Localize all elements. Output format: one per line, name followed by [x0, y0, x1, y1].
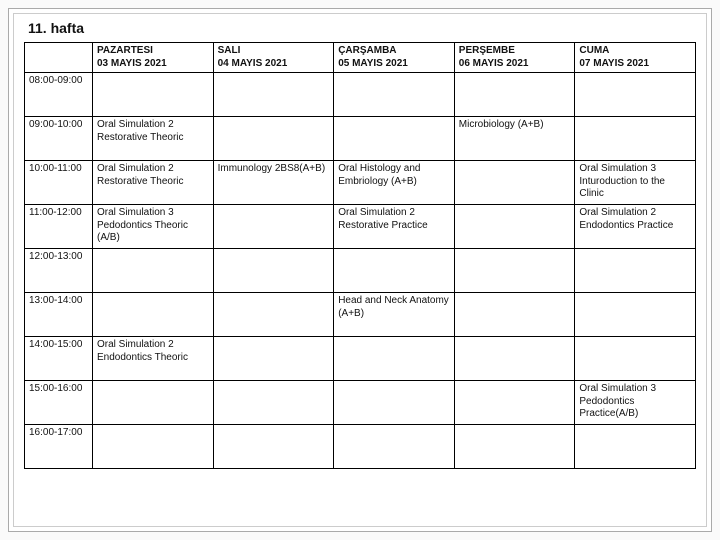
cell — [93, 425, 214, 469]
cell — [575, 293, 696, 337]
table-row: 09:00-10:00 Oral Simulation 2 Restorativ… — [25, 117, 696, 161]
cell — [334, 73, 455, 117]
day-label: SALI — [218, 45, 330, 58]
cell — [93, 381, 214, 425]
cell — [213, 73, 334, 117]
cell — [213, 381, 334, 425]
cell — [213, 249, 334, 293]
page-wrapper: 11. hafta PAZARTESI 03 MAYIS 2021 SALI — [0, 0, 720, 540]
cell — [93, 249, 214, 293]
table-row: 14:00-15:00 Oral Simulation 2 Endodontic… — [25, 337, 696, 381]
cell — [575, 425, 696, 469]
cell — [454, 337, 575, 381]
cell — [334, 381, 455, 425]
day-label: PAZARTESI — [97, 45, 209, 58]
day-label: ÇARŞAMBA — [338, 45, 450, 58]
cell: Oral Simulation 3 Inturoduction to the C… — [575, 161, 696, 205]
table-row: 10:00-11:00 Oral Simulation 2 Restorativ… — [25, 161, 696, 205]
time-cell: 10:00-11:00 — [25, 161, 93, 205]
cell: Oral Simulation 2 Endodontics Theoric — [93, 337, 214, 381]
day-date: 06 MAYIS 2021 — [459, 58, 571, 71]
time-cell: 13:00-14:00 — [25, 293, 93, 337]
cell — [213, 337, 334, 381]
cell — [213, 425, 334, 469]
cell — [334, 117, 455, 161]
time-cell: 11:00-12:00 — [25, 205, 93, 249]
cell: Oral Simulation 2 Restorative Theoric — [93, 161, 214, 205]
time-cell: 09:00-10:00 — [25, 117, 93, 161]
header-empty — [25, 43, 93, 73]
cell: Oral Simulation 2 Restorative Practice — [334, 205, 455, 249]
cell: Oral Histology and Embriology (A+B) — [334, 161, 455, 205]
day-date: 07 MAYIS 2021 — [579, 58, 691, 71]
day-label: CUMA — [579, 45, 691, 58]
cell — [454, 381, 575, 425]
frame-outer: 11. hafta PAZARTESI 03 MAYIS 2021 SALI — [8, 8, 712, 532]
cell — [575, 117, 696, 161]
day-date: 05 MAYIS 2021 — [338, 58, 450, 71]
day-header-wed: ÇARŞAMBA 05 MAYIS 2021 — [334, 43, 455, 73]
schedule-body: 08:00-09:00 09:00-10:00 Oral Simulation … — [25, 73, 696, 469]
cell — [575, 249, 696, 293]
time-cell: 14:00-15:00 — [25, 337, 93, 381]
header-row: PAZARTESI 03 MAYIS 2021 SALI 04 MAYIS 20… — [25, 43, 696, 73]
cell: Oral Simulation 3 Pedodontics Practice(A… — [575, 381, 696, 425]
time-cell: 15:00-16:00 — [25, 381, 93, 425]
cell — [334, 337, 455, 381]
cell — [454, 161, 575, 205]
cell — [334, 249, 455, 293]
time-cell: 12:00-13:00 — [25, 249, 93, 293]
cell: Oral Simulation 2 Restorative Theoric — [93, 117, 214, 161]
table-row: 16:00-17:00 — [25, 425, 696, 469]
cell — [93, 73, 214, 117]
table-row: 08:00-09:00 — [25, 73, 696, 117]
time-cell: 16:00-17:00 — [25, 425, 93, 469]
table-row: 15:00-16:00 Oral Simulation 3 Pedodontic… — [25, 381, 696, 425]
day-header-thu: PERŞEMBE 06 MAYIS 2021 — [454, 43, 575, 73]
cell — [93, 293, 214, 337]
cell — [213, 293, 334, 337]
day-date: 04 MAYIS 2021 — [218, 58, 330, 71]
time-cell: 08:00-09:00 — [25, 73, 93, 117]
day-header-tue: SALI 04 MAYIS 2021 — [213, 43, 334, 73]
cell — [454, 425, 575, 469]
cell: Immunology 2BS8(A+B) — [213, 161, 334, 205]
cell — [454, 205, 575, 249]
cell — [213, 205, 334, 249]
cell — [213, 117, 334, 161]
cell — [454, 293, 575, 337]
day-header-mon: PAZARTESI 03 MAYIS 2021 — [93, 43, 214, 73]
cell — [334, 425, 455, 469]
cell: Microbiology (A+B) — [454, 117, 575, 161]
cell — [575, 337, 696, 381]
cell: Oral Simulation 2 Endodontics Practice — [575, 205, 696, 249]
table-row: 12:00-13:00 — [25, 249, 696, 293]
cell: Head and Neck Anatomy (A+B) — [334, 293, 455, 337]
week-title: 11. hafta — [28, 20, 696, 36]
table-row: 11:00-12:00 Oral Simulation 3 Pedodontic… — [25, 205, 696, 249]
cell — [454, 249, 575, 293]
day-label: PERŞEMBE — [459, 45, 571, 58]
schedule-table: PAZARTESI 03 MAYIS 2021 SALI 04 MAYIS 20… — [24, 42, 696, 469]
day-header-fri: CUMA 07 MAYIS 2021 — [575, 43, 696, 73]
frame-inner: 11. hafta PAZARTESI 03 MAYIS 2021 SALI — [13, 13, 707, 527]
table-row: 13:00-14:00 Head and Neck Anatomy (A+B) — [25, 293, 696, 337]
cell — [454, 73, 575, 117]
cell: Oral Simulation 3 Pedodontics Theoric (A… — [93, 205, 214, 249]
cell — [575, 73, 696, 117]
day-date: 03 MAYIS 2021 — [97, 58, 209, 71]
